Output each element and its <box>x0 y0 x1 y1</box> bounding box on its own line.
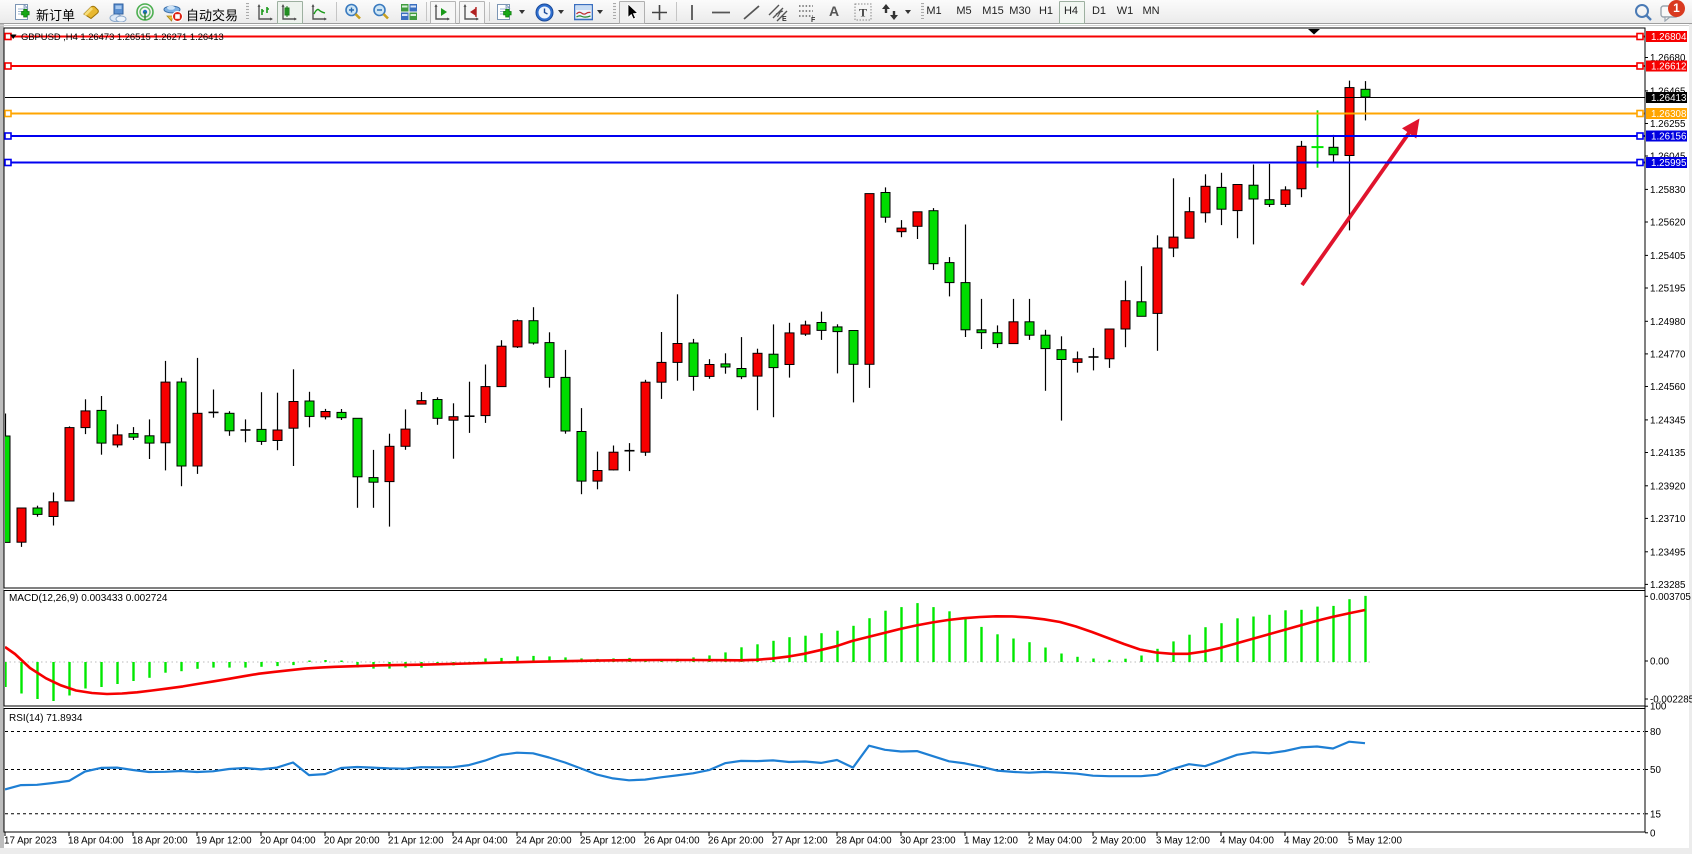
svg-text:1.25620: 1.25620 <box>1650 218 1686 229</box>
svg-text:18 Apr 20:00: 18 Apr 20:00 <box>132 836 188 847</box>
svg-text:1.25195: 1.25195 <box>1650 284 1686 295</box>
svg-text:1.25405: 1.25405 <box>1650 251 1686 262</box>
svg-text:28 Apr 04:00: 28 Apr 04:00 <box>836 836 892 847</box>
svg-text:F: F <box>811 17 816 23</box>
svg-text:80: 80 <box>1650 727 1661 738</box>
svg-text:5 May 12:00: 5 May 12:00 <box>1348 836 1402 847</box>
svg-text:1.26413: 1.26413 <box>1651 93 1687 104</box>
svg-text:E: E <box>782 16 787 23</box>
svg-text:30 Apr 23:00: 30 Apr 23:00 <box>900 836 956 847</box>
svg-text:24 Apr 04:00: 24 Apr 04:00 <box>452 836 508 847</box>
svg-text:T: T <box>859 6 867 20</box>
svg-text:1.24980: 1.24980 <box>1650 317 1686 328</box>
svg-text:100: 100 <box>1650 702 1667 713</box>
svg-text:21 Apr 12:00: 21 Apr 12:00 <box>388 836 444 847</box>
svg-text:2 May 20:00: 2 May 20:00 <box>1092 836 1146 847</box>
svg-text:0: 0 <box>1650 828 1656 839</box>
svg-text:18 Apr 04:00: 18 Apr 04:00 <box>68 836 124 847</box>
svg-text:1.24770: 1.24770 <box>1650 349 1686 360</box>
svg-text:15: 15 <box>1650 809 1661 820</box>
svg-text:1.25995: 1.25995 <box>1651 158 1687 169</box>
svg-text:1.23285: 1.23285 <box>1650 580 1686 591</box>
svg-text:50: 50 <box>1650 765 1661 776</box>
svg-text:27 Apr 12:00: 27 Apr 12:00 <box>772 836 828 847</box>
svg-text:1.24345: 1.24345 <box>1650 415 1686 426</box>
svg-text:26 Apr 20:00: 26 Apr 20:00 <box>708 836 764 847</box>
svg-text:20 Apr 20:00: 20 Apr 20:00 <box>324 836 380 847</box>
svg-text:0.003705: 0.003705 <box>1650 592 1691 603</box>
svg-text:24 Apr 20:00: 24 Apr 20:00 <box>516 836 572 847</box>
svg-text:1.24135: 1.24135 <box>1650 448 1686 459</box>
svg-text:1.26156: 1.26156 <box>1651 132 1687 143</box>
svg-text:1.26308: 1.26308 <box>1651 109 1687 120</box>
svg-text:17 Apr 2023: 17 Apr 2023 <box>4 836 57 847</box>
svg-text:1.26680: 1.26680 <box>1650 53 1686 64</box>
svg-text:1.24560: 1.24560 <box>1650 382 1686 393</box>
svg-text:3 May 12:00: 3 May 12:00 <box>1156 836 1210 847</box>
svg-text:GBPUSD ,H4 1.26473 1.26515 1.: GBPUSD ,H4 1.26473 1.26515 1.26271 1.264… <box>21 31 224 42</box>
svg-text:1.23495: 1.23495 <box>1650 547 1686 558</box>
svg-text:26 Apr 04:00: 26 Apr 04:00 <box>644 836 700 847</box>
svg-text:19 Apr 12:00: 19 Apr 12:00 <box>196 836 252 847</box>
svg-text:4 May 04:00: 4 May 04:00 <box>1220 836 1274 847</box>
svg-text:1.26612: 1.26612 <box>1651 62 1686 73</box>
svg-text:-0.002285: -0.002285 <box>1650 695 1692 706</box>
svg-text:20 Apr 04:00: 20 Apr 04:00 <box>260 836 316 847</box>
svg-text:2 May 04:00: 2 May 04:00 <box>1028 836 1082 847</box>
svg-text:4 May 20:00: 4 May 20:00 <box>1284 836 1338 847</box>
svg-text:0.00: 0.00 <box>1650 657 1670 668</box>
svg-text:25 Apr 12:00: 25 Apr 12:00 <box>580 836 636 847</box>
svg-text:MACD(12,26,9) 0.003433 0.00272: MACD(12,26,9) 0.003433 0.002724 <box>9 593 168 604</box>
svg-text:1.23920: 1.23920 <box>1650 481 1686 492</box>
svg-text:1.25830: 1.25830 <box>1650 185 1686 196</box>
svg-text:1.23710: 1.23710 <box>1650 514 1686 525</box>
svg-text:1.26465: 1.26465 <box>1650 86 1686 97</box>
svg-text:1 May 12:00: 1 May 12:00 <box>964 836 1018 847</box>
svg-text:1.26804: 1.26804 <box>1651 32 1687 43</box>
svg-text:RSI(14) 71.8934: RSI(14) 71.8934 <box>9 713 83 724</box>
svg-text:1.26255: 1.26255 <box>1650 119 1686 130</box>
